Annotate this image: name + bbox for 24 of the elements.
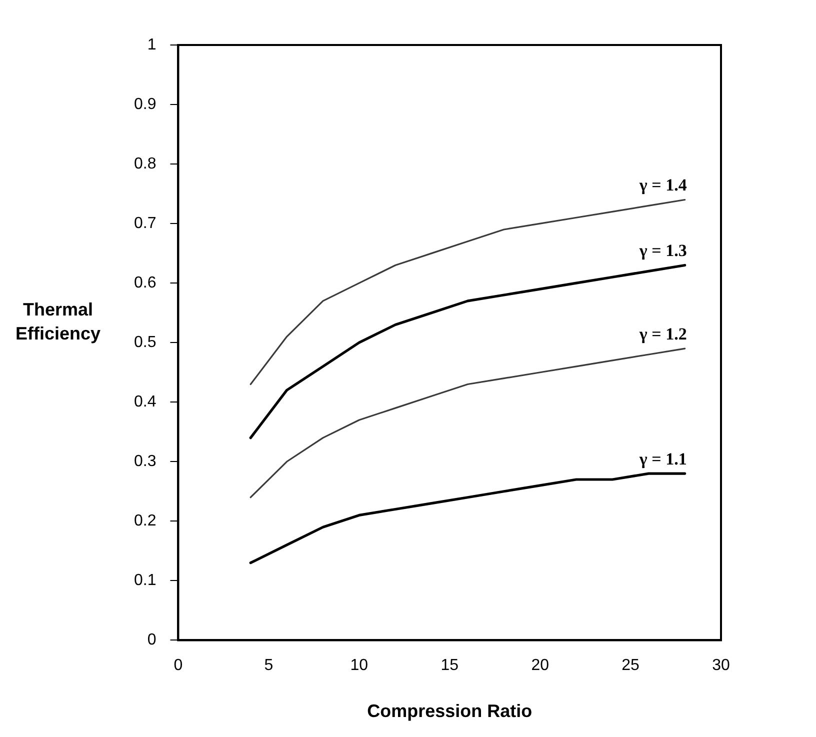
- x-tick-label: 20: [531, 657, 550, 674]
- y-tick-label: 0.8: [134, 155, 156, 172]
- series-label: γ = 1.2: [638, 324, 687, 344]
- x-tick-label: 0: [174, 657, 183, 674]
- y-tick-label: 0.7: [134, 214, 156, 232]
- series-label: γ = 1.3: [638, 241, 687, 260]
- y-tick-label: 0.4: [134, 394, 156, 411]
- y-tick-label: 0: [147, 632, 156, 649]
- y-tick-label: 0.6: [134, 274, 156, 292]
- x-tick-label: 30: [712, 657, 730, 674]
- y-tick-label: 0.5: [134, 334, 156, 352]
- y-tick-label: 0.9: [134, 96, 156, 113]
- x-tick-label: 5: [264, 657, 274, 674]
- series-label: γ = 1.1: [638, 449, 687, 468]
- y-axis-title: Thermal Efficiency: [15, 300, 101, 344]
- y-tick-label: 0.1: [134, 572, 156, 590]
- x-axis-title: Compression Ratio: [367, 701, 532, 722]
- x-tick-label: 15: [440, 657, 459, 674]
- x-tick-label: 25: [622, 657, 640, 674]
- y-tick-label: 0.3: [134, 453, 156, 470]
- series-label: γ = 1.4: [638, 176, 688, 195]
- x-tick-label: 10: [350, 657, 368, 674]
- y-tick-label: 1: [147, 36, 156, 54]
- y-tick-label: 0.2: [134, 512, 156, 530]
